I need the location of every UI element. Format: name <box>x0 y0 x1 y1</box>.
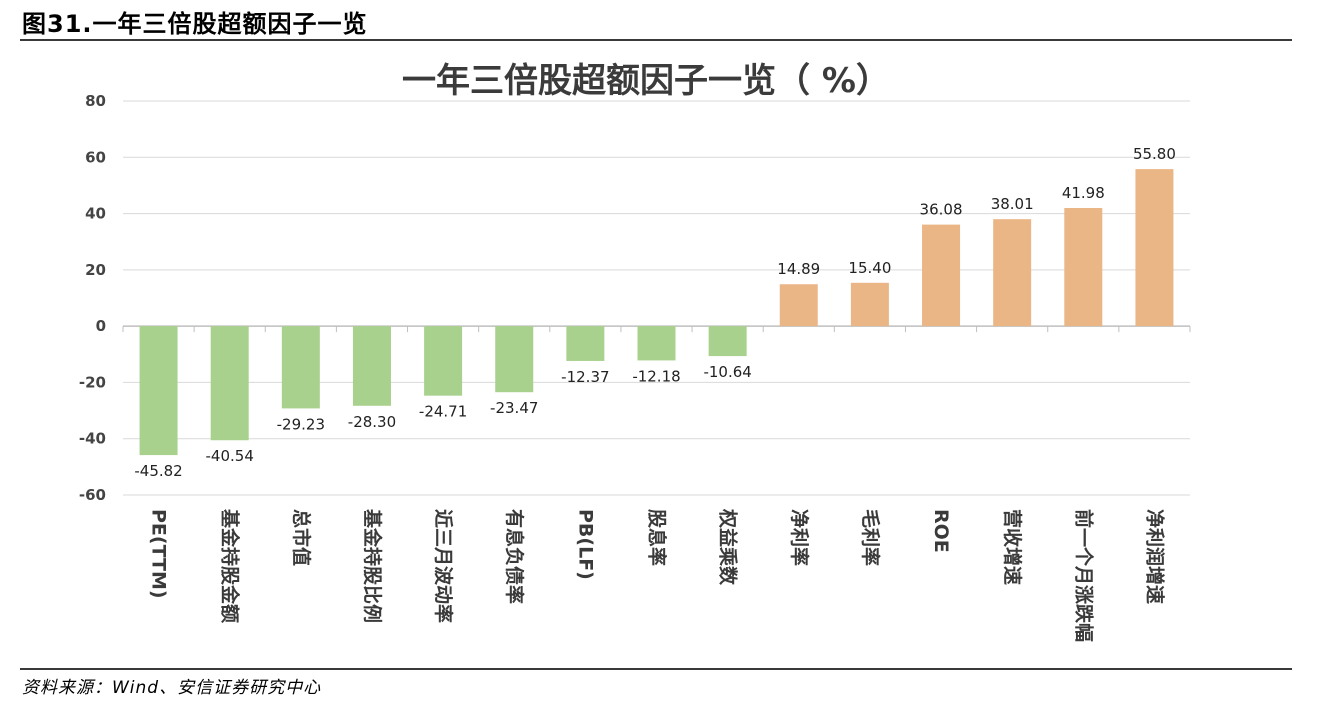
data-label: -24.71 <box>419 403 467 421</box>
source-note: 资料来源：Wind、安信证券研究中心 <box>22 678 322 698</box>
category-label: 近三月波动率 <box>432 509 455 623</box>
bar <box>708 326 747 357</box>
bar <box>1064 207 1103 327</box>
y-tick-label: 80 <box>85 92 106 110</box>
bar <box>779 284 818 327</box>
bar <box>281 326 320 409</box>
category-label: 营收增速 <box>1001 509 1024 585</box>
data-label: 36.08 <box>920 201 963 219</box>
data-label: -23.47 <box>490 399 538 417</box>
category-label: 有息负债率 <box>503 509 526 604</box>
bar <box>1135 169 1174 327</box>
data-label: -12.37 <box>561 368 609 386</box>
category-label: ROE <box>930 509 952 553</box>
data-label: -10.64 <box>703 363 751 381</box>
data-label: -12.18 <box>632 367 680 385</box>
y-tick-label: -20 <box>79 373 106 391</box>
figure-title: 图31.一年三倍股超额因子一览 <box>22 10 368 38</box>
category-label: 权益乘数 <box>717 508 740 586</box>
data-label: -28.30 <box>348 413 396 431</box>
data-label: -29.23 <box>277 415 325 433</box>
bar <box>495 326 534 393</box>
category-label: 股息率 <box>646 509 669 566</box>
bar <box>993 219 1032 327</box>
y-tick-label: -40 <box>79 430 106 448</box>
category-label: PB(LF) <box>574 509 596 580</box>
y-tick-label: 20 <box>85 261 106 279</box>
y-tick-label: 40 <box>85 205 106 223</box>
bottom-divider <box>20 668 1292 670</box>
category-label: PE(TTM) <box>148 509 170 599</box>
data-label: 55.80 <box>1133 145 1176 163</box>
data-label: -40.54 <box>206 447 254 465</box>
bar-chart: 一年三倍股超额因子一览（ %） 80 60 40 20 0 -20 -40 -60 -45.82… <box>79 61 1191 642</box>
bar <box>352 326 391 406</box>
bar <box>922 224 961 327</box>
data-label: 14.89 <box>777 260 820 278</box>
bar <box>850 282 889 327</box>
bar <box>637 326 676 361</box>
bar <box>139 326 178 456</box>
bar <box>210 326 249 441</box>
category-label: 净利率 <box>788 509 811 566</box>
y-tick-label: -60 <box>79 486 106 504</box>
y-tick-label: 60 <box>85 148 106 166</box>
chart-title: 一年三倍股超额因子一览（ %） <box>402 61 890 101</box>
category-label: 净利润增速 <box>1143 509 1166 604</box>
category-label: 毛利率 <box>859 509 882 566</box>
category-label: 总市值 <box>290 509 313 566</box>
y-tick-label: 0 <box>96 317 106 335</box>
category-label: 基金持股比例 <box>361 508 384 623</box>
bar <box>424 326 463 396</box>
bar <box>566 326 605 361</box>
data-label: 41.98 <box>1062 184 1105 202</box>
data-label: 15.40 <box>848 259 891 277</box>
data-label: -45.82 <box>134 462 182 480</box>
category-label: 基金持股金额 <box>219 508 242 623</box>
category-label: 前一个月涨跌幅 <box>1072 509 1095 642</box>
top-divider <box>20 39 1292 41</box>
data-label: 38.01 <box>991 195 1034 213</box>
